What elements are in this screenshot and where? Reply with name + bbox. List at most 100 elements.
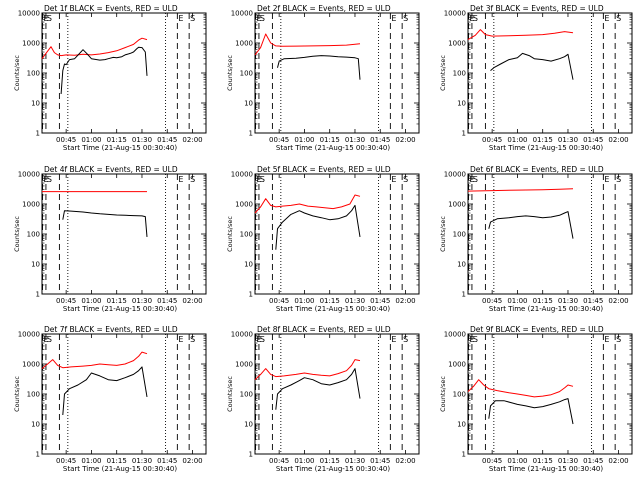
x-tick-label: 01:15 <box>533 136 553 144</box>
detector-panel: Det 8f BLACK = Events, RED = ULD 1 10 100 10… <box>226 325 420 473</box>
y-tick-label: 10000 <box>231 10 253 18</box>
y-tick-label: 10000 <box>444 10 466 18</box>
x-tick-label: 02:00 <box>182 297 202 305</box>
x-axis-label: Start Time (21-Aug-15 00:30:40) <box>63 305 177 313</box>
x-tick-label: 01:45 <box>157 136 177 144</box>
y-tick-label: 1 <box>462 451 466 459</box>
uld-series-line <box>467 379 574 398</box>
panel-title: Det 4f BLACK = Events, RED = ULD <box>44 165 178 174</box>
plot-frame <box>467 12 633 134</box>
time-marker-label: E <box>178 335 183 344</box>
time-marker-label: S <box>616 14 621 23</box>
y-tick-label: 1000 <box>448 40 466 48</box>
time-marker-label: S <box>47 335 52 344</box>
events-series-line <box>275 204 361 250</box>
y-tick-label: 10 <box>31 100 40 108</box>
plot-frame <box>41 333 207 455</box>
events-series-line <box>60 46 148 95</box>
x-tick-label: 01:30 <box>558 297 578 305</box>
time-marker-label: S <box>260 175 265 184</box>
x-tick-label: 01:00 <box>507 297 527 305</box>
time-marker-label: S <box>473 14 478 23</box>
y-tick-label: 1000 <box>235 201 253 209</box>
x-tick-label: 01:30 <box>345 136 365 144</box>
y-tick-label: 10000 <box>231 171 253 179</box>
x-tick-label: 02:00 <box>608 457 628 465</box>
time-marker-label: E <box>604 14 609 23</box>
panel-title: Det 8f BLACK = Events, RED = ULD <box>257 325 391 334</box>
y-tick-label: 1000 <box>448 361 466 369</box>
panel-title: Det 1f BLACK = Events, RED = ULD <box>44 4 178 13</box>
time-marker-label: S <box>260 14 265 23</box>
x-tick-label: 02:00 <box>608 136 628 144</box>
x-axis-label: Start Time (21-Aug-15 00:30:40) <box>489 305 603 313</box>
y-tick-label: 1000 <box>448 201 466 209</box>
x-axis-label: Start Time (21-Aug-15 00:30:40) <box>489 144 603 152</box>
plot-frame <box>467 333 633 455</box>
events-series-line <box>490 52 574 80</box>
y-tick-label: 10 <box>31 421 40 429</box>
plot-frame <box>254 333 420 455</box>
uld-series-line <box>467 188 574 192</box>
time-marker-label: S <box>473 335 478 344</box>
detector-panel: Det 1f BLACK = Events, RED = ULD 1 10 100 10… <box>13 4 207 152</box>
x-tick-label: 01:00 <box>507 457 527 465</box>
plot-frame <box>254 12 420 134</box>
x-tick-label: 01:15 <box>533 457 553 465</box>
x-tick-label: 02:00 <box>395 136 415 144</box>
y-tick-label: 100 <box>240 231 253 239</box>
time-marker-label: S <box>403 175 408 184</box>
time-marker-label: S <box>473 175 478 184</box>
x-tick-label: 01:00 <box>81 297 101 305</box>
time-marker-label: S <box>190 175 195 184</box>
x-tick-label: 01:15 <box>107 297 127 305</box>
x-tick-label: 01:15 <box>320 136 340 144</box>
plot-frame <box>41 12 207 134</box>
y-tick-label: 10000 <box>444 171 466 179</box>
y-tick-label: 1000 <box>22 201 40 209</box>
x-tick-label: 01:00 <box>81 457 101 465</box>
x-tick-label: 01:00 <box>507 136 527 144</box>
y-tick-label: 10000 <box>18 10 40 18</box>
uld-series-line <box>467 29 574 41</box>
y-tick-label: 1 <box>249 130 253 138</box>
y-tick-label: 1000 <box>22 361 40 369</box>
detector-panel: Det 2f BLACK = Events, RED = ULD 1 10 100 10… <box>226 4 420 152</box>
y-tick-label: 100 <box>27 391 40 399</box>
detector-panel: Det 5f BLACK = Events, RED = ULD 1 10 100 10… <box>226 165 420 313</box>
x-tick-label: 01:15 <box>107 457 127 465</box>
events-series-line <box>488 211 574 239</box>
y-tick-label: 1000 <box>22 40 40 48</box>
x-tick-label: 00:45 <box>482 457 502 465</box>
x-tick-label: 02:00 <box>395 457 415 465</box>
time-marker-label: S <box>616 175 621 184</box>
panel-title: Det 5f BLACK = Events, RED = ULD <box>257 165 391 174</box>
time-marker-label: S <box>403 14 408 23</box>
y-tick-label: 1 <box>36 130 40 138</box>
x-tick-label: 01:15 <box>320 297 340 305</box>
y-tick-label: 100 <box>240 70 253 78</box>
y-tick-label: 10 <box>457 261 466 269</box>
x-tick-label: 00:45 <box>269 297 289 305</box>
x-axis-label: Start Time (21-Aug-15 00:30:40) <box>276 465 390 473</box>
x-tick-label: 02:00 <box>608 297 628 305</box>
panel-title: Det 6f BLACK = Events, RED = ULD <box>470 165 604 174</box>
x-tick-label: 01:00 <box>81 136 101 144</box>
y-tick-label: 10000 <box>231 331 253 339</box>
x-tick-label: 01:00 <box>294 136 314 144</box>
x-tick-label: 02:00 <box>395 297 415 305</box>
panel-title: Det 7f BLACK = Events, RED = ULD <box>44 325 178 334</box>
detector-panel: Det 4f BLACK = Events, RED = ULD 1 10 100 10… <box>13 165 207 313</box>
y-axis-label: Counts/sec <box>439 376 447 412</box>
time-marker-label: S <box>190 14 195 23</box>
y-tick-label: 10 <box>457 100 466 108</box>
x-axis-label: Start Time (21-Aug-15 00:30:40) <box>276 144 390 152</box>
plot-frame <box>254 173 420 295</box>
x-tick-label: 01:30 <box>132 457 152 465</box>
events-series-line <box>277 55 361 80</box>
plot-frame <box>467 173 633 295</box>
x-tick-label: 01:45 <box>157 457 177 465</box>
y-tick-label: 10 <box>244 100 253 108</box>
y-tick-label: 1 <box>462 291 466 299</box>
x-tick-label: 01:45 <box>370 297 390 305</box>
